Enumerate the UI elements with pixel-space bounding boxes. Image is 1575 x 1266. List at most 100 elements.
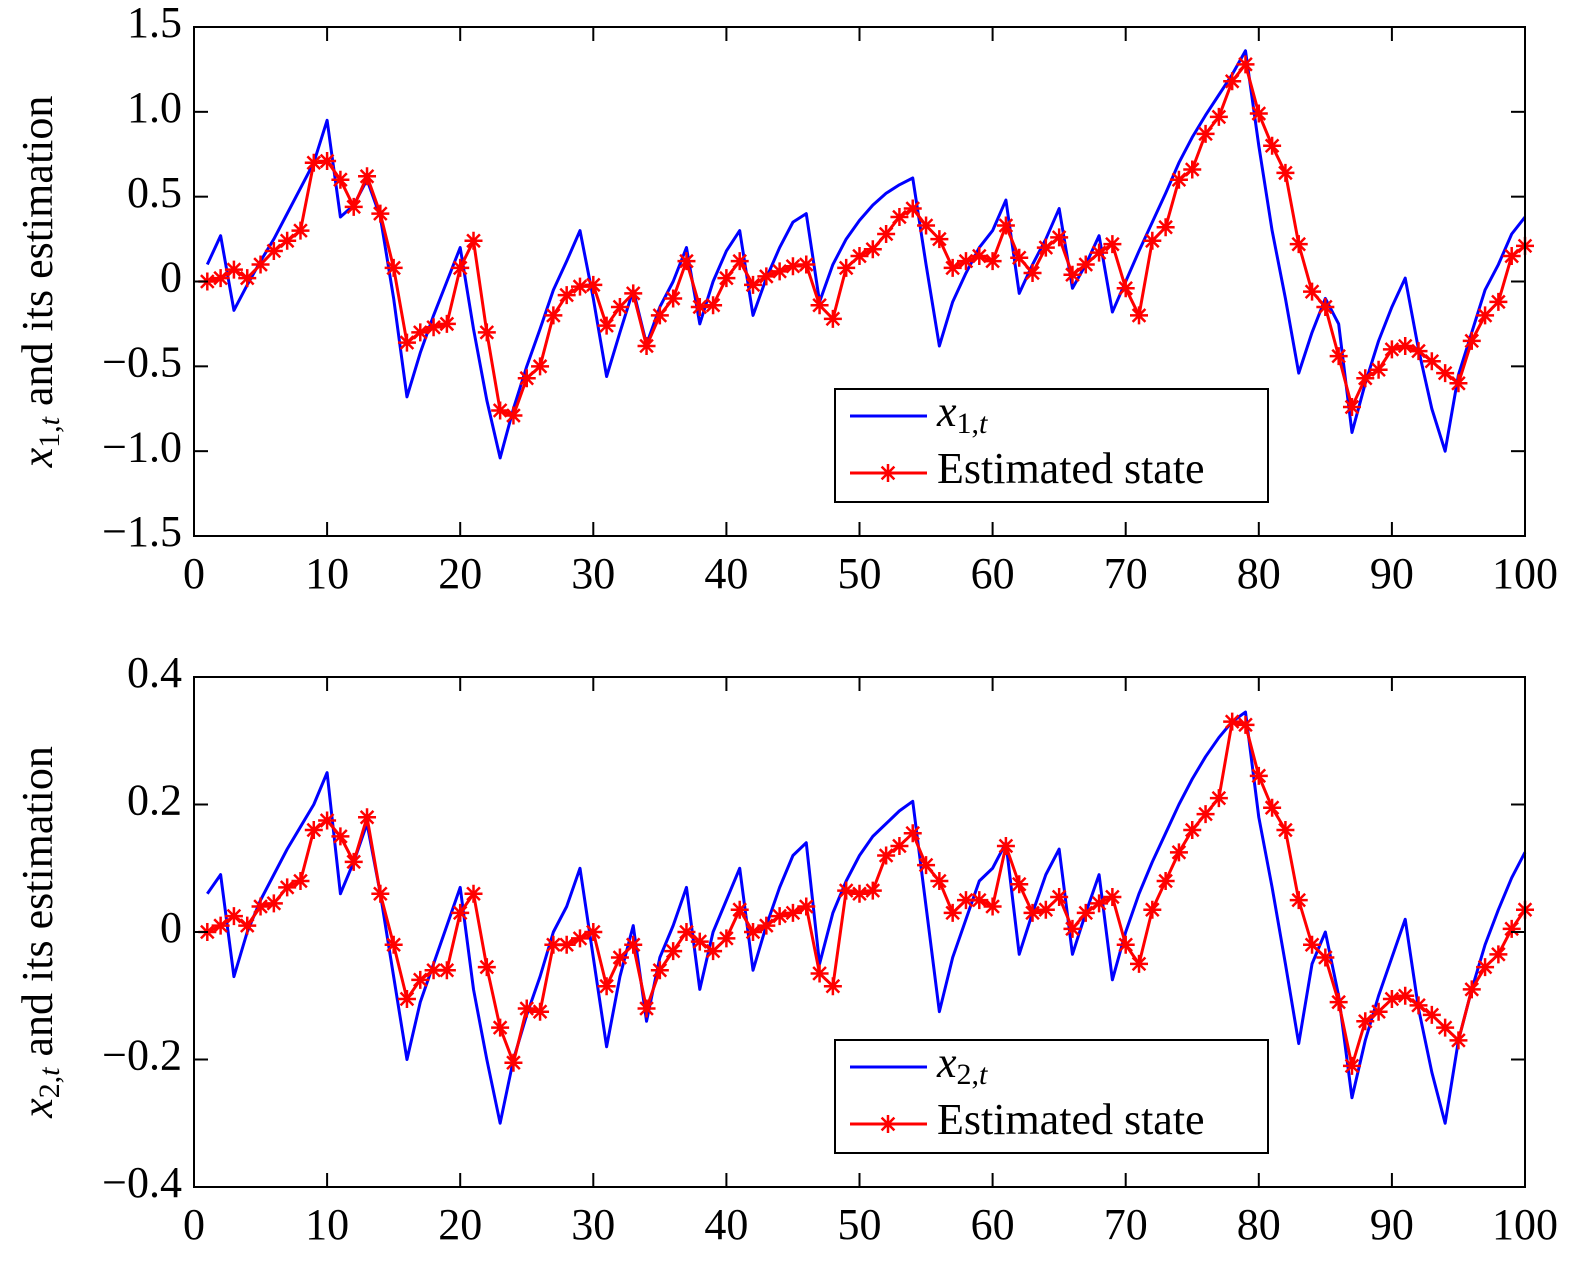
marker [1316, 948, 1335, 967]
marker [437, 314, 456, 333]
marker [1436, 1018, 1455, 1037]
marker [1356, 369, 1375, 388]
legend-label: x2,t [936, 1038, 988, 1091]
y-tick-label: 0 [160, 253, 182, 302]
marker [371, 884, 390, 903]
marker [810, 296, 829, 315]
x-tick-label: 70 [1104, 549, 1148, 598]
marker [690, 932, 709, 951]
marker [278, 878, 297, 897]
marker [238, 916, 257, 935]
marker [597, 977, 616, 996]
legend-label: x1,t [936, 387, 988, 440]
marker [318, 152, 337, 171]
marker [624, 284, 643, 303]
marker [1090, 243, 1109, 262]
marker [730, 252, 749, 271]
marker [491, 401, 510, 420]
marker [1116, 279, 1135, 298]
marker [1382, 989, 1401, 1008]
marker [251, 255, 270, 274]
marker [224, 907, 243, 926]
marker [970, 891, 989, 910]
marker [1223, 72, 1242, 91]
marker [770, 262, 789, 281]
marker [1316, 297, 1335, 316]
legend-box [834, 388, 1269, 503]
x-tick-label: 80 [1237, 1200, 1281, 1249]
marker [344, 852, 363, 871]
x-tick-label: 60 [971, 1200, 1015, 1249]
y-tick-label: 1.5 [127, 0, 182, 47]
marker [1382, 340, 1401, 359]
marker [531, 1002, 550, 1021]
marker [1156, 218, 1175, 237]
marker [1143, 231, 1162, 250]
x-tick-label: 30 [571, 549, 615, 598]
marker [358, 808, 377, 827]
y-tick-label: 0.2 [127, 776, 182, 825]
marker [704, 296, 723, 315]
y-tick-label: 1.0 [127, 83, 182, 132]
marker [1449, 1031, 1468, 1050]
marker [304, 821, 323, 839]
marker [610, 297, 629, 316]
marker [584, 275, 603, 294]
marker [637, 336, 656, 355]
marker [770, 907, 789, 926]
marker [664, 289, 683, 308]
marker [1036, 238, 1055, 257]
marker [1476, 958, 1495, 977]
marker [1090, 894, 1109, 913]
marker [1169, 170, 1188, 189]
marker [1209, 789, 1228, 808]
marker [278, 231, 297, 250]
marker [318, 811, 337, 830]
x-tick-label: 10 [305, 1200, 349, 1249]
marker [890, 208, 909, 227]
x-tick-label: 100 [1492, 549, 1558, 598]
x-tick-label: 90 [1370, 549, 1414, 598]
marker [464, 231, 483, 250]
marker [677, 923, 696, 941]
marker [917, 856, 936, 875]
marker [1289, 235, 1308, 254]
marker [1063, 919, 1082, 938]
marker [597, 316, 616, 335]
marker [411, 970, 430, 989]
marker [797, 255, 816, 274]
marker [358, 167, 377, 186]
marker [1409, 996, 1428, 1015]
marker [1356, 1012, 1375, 1031]
marker [331, 827, 350, 846]
marker [1409, 342, 1428, 361]
x-tick-label: 50 [838, 549, 882, 598]
x-tick-label: 0 [183, 549, 205, 598]
marker [903, 824, 922, 843]
marker [1236, 715, 1255, 734]
marker [1276, 821, 1295, 839]
marker [211, 269, 230, 288]
marker [584, 923, 603, 941]
marker [903, 199, 922, 218]
legend-label: Estimated state [937, 1095, 1205, 1144]
marker [411, 323, 430, 342]
marker [1196, 124, 1215, 143]
marker [1023, 264, 1042, 283]
marker [943, 258, 962, 277]
marker [930, 872, 949, 890]
y-tick-label: −1.5 [102, 507, 182, 556]
marker [837, 881, 856, 900]
marker [850, 884, 869, 903]
x-tick-label: 90 [1370, 1200, 1414, 1249]
marker [1183, 160, 1202, 179]
marker [744, 275, 763, 294]
series-line [206, 720, 1527, 1068]
marker [451, 903, 470, 922]
marker [557, 286, 576, 305]
marker [384, 935, 403, 954]
y-tick-label: −0.4 [102, 1158, 182, 1207]
marker [1369, 360, 1388, 379]
x-tick-label: 20 [438, 1200, 482, 1249]
marker [1422, 352, 1441, 371]
